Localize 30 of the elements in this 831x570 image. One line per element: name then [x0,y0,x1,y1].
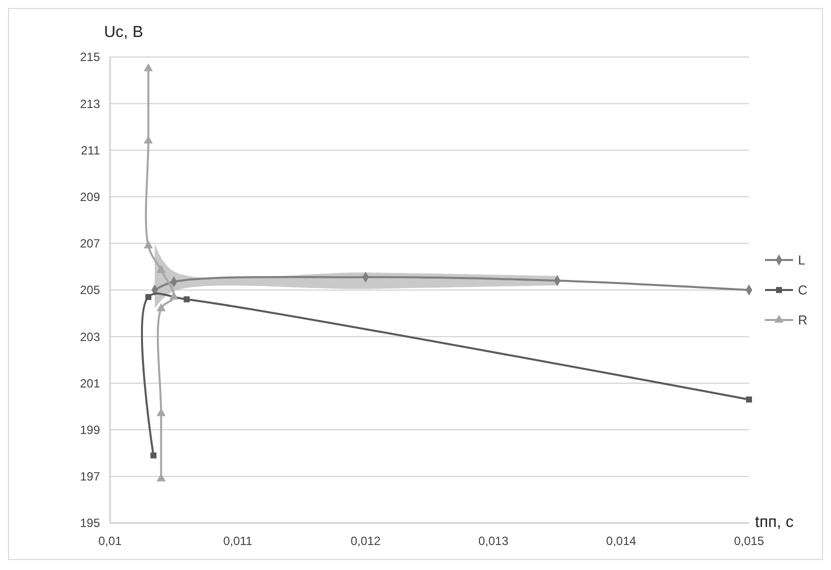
y-tick-label: 197 [80,470,100,484]
point [746,396,752,403]
x-axis-title: tпп, с [755,514,794,531]
y-tick-label: 211 [80,143,100,158]
legend-label: C [798,282,808,298]
x-tick-label: 0,014 [606,534,637,548]
point [156,264,166,273]
point [184,296,190,302]
x-tick-label: 0,015 [734,534,764,548]
point [144,63,153,72]
x-tick-label: 0,01 [98,534,122,548]
x-tick-label: 0,011 [223,534,253,548]
y-tick-label: 207 [80,236,100,251]
x-tick-label: 0,013 [478,534,509,548]
y-tick-label: 199 [80,423,100,437]
point [156,303,166,312]
y-tick-label: 203 [80,330,100,344]
y-axis-title: Uс, В [104,24,144,41]
point [150,452,156,458]
y-tick-label: 205 [80,283,100,298]
y-tick-label: 213 [80,96,100,111]
y-tick-label: 195 [80,516,100,530]
legend-label: R [798,312,808,328]
y-tick-label: 201 [80,376,100,390]
y-tick-label: 215 [80,50,100,64]
point [145,294,152,300]
y-tick-label: 209 [80,190,100,204]
legend-label: L [798,252,806,268]
point [144,240,153,248]
x-tick-label: 0,012 [350,534,381,548]
